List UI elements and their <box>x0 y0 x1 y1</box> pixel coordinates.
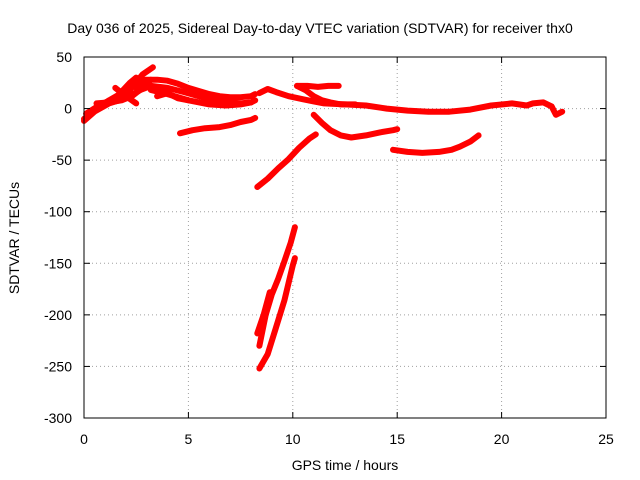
x-tick-label: 15 <box>389 431 405 447</box>
series-line-arc-19 <box>256 255 298 372</box>
series-line-arc-5 <box>101 74 140 107</box>
tick-labels: 0 5 10 15 20 25 -300 -250 -200 -150 -100 -50 0 50 <box>44 49 614 447</box>
series-line-arc-15 <box>310 111 401 141</box>
x-tick-label: 10 <box>285 431 301 447</box>
y-tick-label: 50 <box>56 49 72 65</box>
chart-title: Day 036 of 2025, Sidereal Day-to-day VTE… <box>67 20 573 36</box>
series-line-arc-7 <box>139 76 259 101</box>
series-line-arc-6 <box>112 84 140 107</box>
series-line-arc-12 <box>256 86 566 118</box>
series-line-arc-10 <box>154 90 192 104</box>
grid-lines <box>84 57 606 418</box>
series-line-arc-17 <box>254 131 319 190</box>
x-tick-label: 0 <box>80 431 88 447</box>
series-line-arc-13 <box>294 82 342 90</box>
y-tick-label: -100 <box>44 204 72 220</box>
tick-marks <box>83 56 607 419</box>
y-tick-label: -200 <box>44 307 72 323</box>
y-tick-label: -150 <box>44 255 72 271</box>
y-axis-label: SDTVAR / TECUs <box>6 181 22 295</box>
data-series <box>81 64 566 372</box>
y-tick-label: -250 <box>44 358 72 374</box>
series-line-arc-11 <box>177 114 259 137</box>
x-tick-label: 20 <box>494 431 510 447</box>
plot-frame <box>83 56 607 419</box>
series-line-arc-20 <box>254 289 273 337</box>
series-line-arc-14 <box>294 82 359 108</box>
series-line-arc-16 <box>390 132 482 156</box>
y-tick-label: -300 <box>44 410 72 426</box>
x-tick-label: 25 <box>598 431 614 447</box>
x-tick-label: 5 <box>185 431 193 447</box>
x-axis-label: GPS time / hours <box>291 457 399 473</box>
y-tick-label: -50 <box>52 152 72 168</box>
y-tick-label: 0 <box>64 101 72 117</box>
